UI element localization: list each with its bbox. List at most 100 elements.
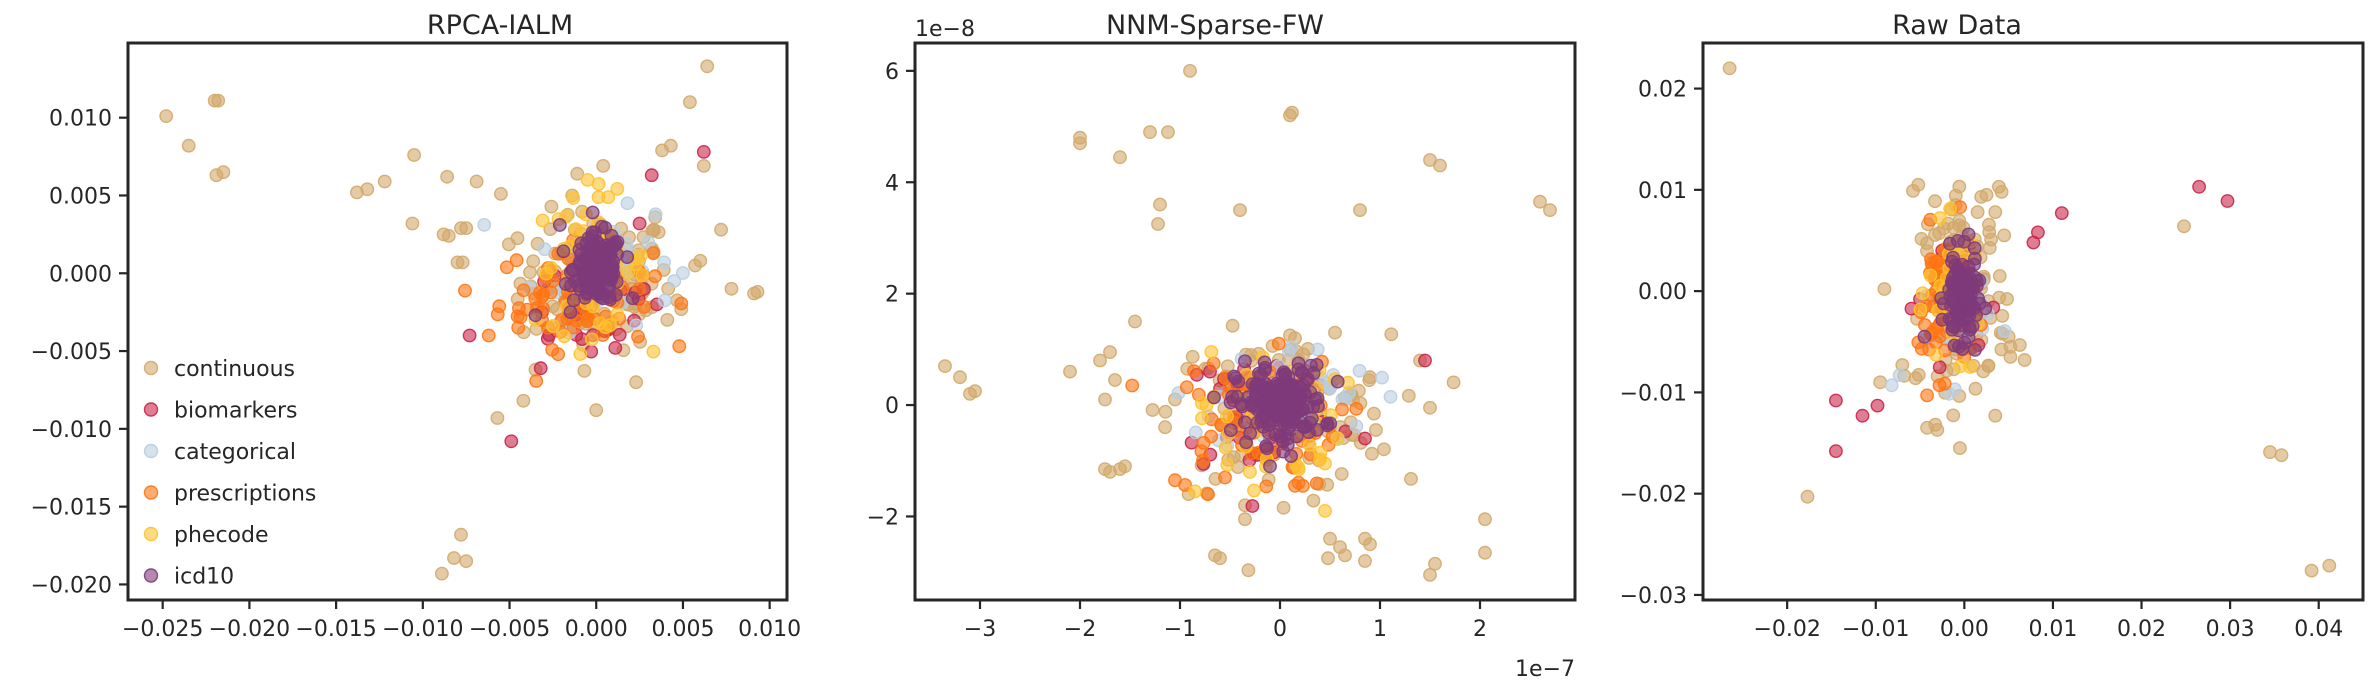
point-continuous	[1982, 240, 1997, 255]
point-categorical	[1997, 324, 2012, 338]
point-continuous	[1968, 381, 1983, 396]
point-phecode	[585, 332, 599, 347]
point-icd10	[1231, 374, 1246, 389]
point-categorical	[1188, 425, 1203, 440]
point-icd10	[1258, 406, 1272, 421]
point-icd10	[625, 291, 640, 306]
point-prescriptions	[631, 329, 645, 344]
point-phecode	[1220, 409, 1234, 424]
point-icd10	[598, 220, 613, 235]
point-continuous	[1323, 531, 1337, 546]
point-categorical	[1310, 342, 1325, 357]
x-tick-label: −0.025	[122, 617, 203, 642]
point-icd10	[1267, 380, 1282, 394]
point-prescriptions	[1187, 364, 1201, 378]
point-prescriptions	[1309, 476, 1324, 491]
point-continuous	[1722, 61, 1737, 76]
point-icd10	[566, 293, 581, 308]
point-categorical	[641, 235, 656, 250]
points-layer	[1722, 61, 2337, 578]
point-prescriptions	[1201, 487, 1215, 502]
point-icd10	[1963, 292, 1977, 307]
point-continuous	[1353, 203, 1367, 218]
point-continuous	[2263, 445, 2277, 459]
point-continuous	[1974, 189, 1989, 204]
x-tick-label: 0.005	[651, 617, 714, 642]
axis-frame	[913, 41, 1577, 602]
point-continuous	[1433, 158, 1447, 173]
point-prescriptions	[1335, 402, 1349, 417]
y-tick-label: 0.01	[1638, 179, 1687, 204]
point-icd10	[1278, 366, 1293, 381]
point-categorical	[620, 196, 635, 211]
y-tick-label: −2	[867, 505, 899, 530]
point-continuous	[1446, 375, 1461, 390]
point-categorical	[648, 207, 663, 222]
point-icd10	[582, 258, 597, 273]
y-tick-label: 0.005	[49, 184, 112, 209]
point-prescriptions	[1271, 336, 1286, 351]
point-prescriptions	[1204, 429, 1219, 444]
point-continuous	[655, 143, 669, 158]
point-icd10	[563, 305, 578, 319]
point-continuous	[1970, 205, 1985, 220]
point-continuous	[1285, 105, 1299, 120]
point-phecode	[566, 191, 581, 205]
point-biomarkers	[1855, 408, 1870, 423]
legend-marker	[143, 526, 159, 542]
point-continuous	[1928, 194, 1942, 209]
point-icd10	[1330, 374, 1345, 389]
point-phecode	[1247, 483, 1261, 498]
point-phecode	[1291, 462, 1306, 477]
legend-label: phecode	[174, 523, 269, 548]
point-categorical	[1884, 378, 1899, 393]
point-continuous	[1873, 375, 1888, 390]
point-icd10	[1283, 378, 1298, 393]
legend-item-icd10: icd10	[143, 565, 234, 590]
point-continuous	[683, 95, 697, 110]
point-continuous	[1478, 512, 1492, 527]
point-continuous	[454, 527, 468, 542]
legend-marker	[143, 568, 159, 583]
legend-item-phecode: phecode	[143, 523, 269, 548]
point-continuous	[1276, 500, 1291, 515]
point-prescriptions	[1932, 378, 1947, 393]
point-continuous	[1997, 228, 2012, 243]
point-phecode	[1933, 211, 1947, 225]
point-icd10	[1946, 319, 1961, 334]
point-prescriptions	[637, 299, 651, 314]
point-phecode	[1929, 347, 1943, 362]
point-continuous	[1920, 420, 1935, 435]
point-continuous	[159, 109, 174, 124]
points-layer	[938, 64, 1557, 582]
x-tick-label: −0.020	[209, 617, 290, 642]
legend-marker	[143, 360, 159, 376]
legend-item-continuous: continuous	[143, 357, 295, 382]
point-prescriptions	[646, 246, 661, 261]
point-biomarkers	[696, 144, 711, 159]
point-icd10	[1256, 419, 1271, 434]
y-tick-label: −0.005	[31, 340, 112, 365]
point-prescriptions	[509, 253, 524, 268]
y-tick-label: 0.02	[1638, 78, 1687, 103]
legend-marker	[143, 402, 159, 417]
y-tick-label: 0.00	[1638, 280, 1687, 305]
point-icd10	[1968, 342, 1982, 357]
point-continuous	[490, 411, 505, 425]
point-phecode	[591, 190, 606, 205]
point-phecode	[1963, 360, 1978, 374]
series-icd10	[528, 205, 640, 323]
point-continuous	[1533, 194, 1547, 209]
panel-nnm-sparse-fw: NNM-Sparse-FW 1e−8 1e−7 −3 −2 −1 0 1 2 −2 0 2 4 6	[867, 10, 1577, 682]
point-prescriptions	[672, 339, 687, 354]
point-phecode	[1318, 503, 1332, 518]
point-continuous	[1103, 345, 1117, 359]
point-categorical	[1349, 419, 1364, 433]
legend-label: categorical	[174, 440, 296, 465]
point-continuous	[216, 165, 231, 180]
point-prescriptions	[511, 320, 526, 335]
point-continuous	[1185, 349, 1200, 364]
x-tick-label: 2	[1473, 617, 1487, 642]
point-icd10	[580, 281, 595, 295]
